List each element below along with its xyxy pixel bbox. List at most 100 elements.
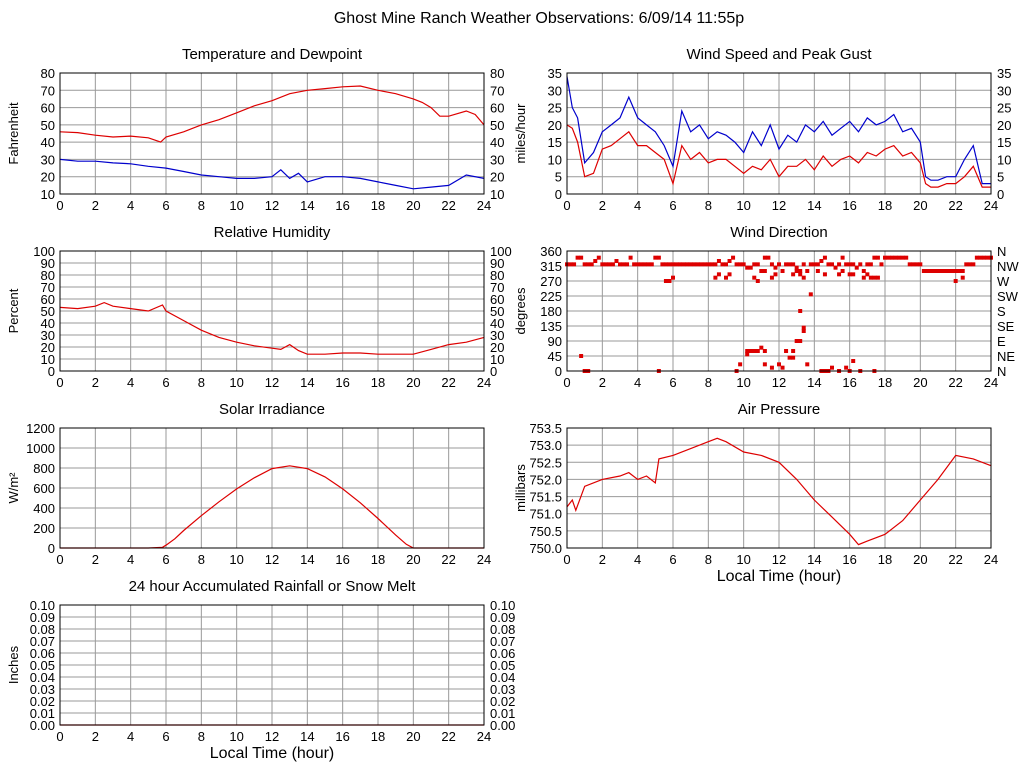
- rain-x-tick-label: 18: [371, 729, 385, 744]
- wind_dir-point: [716, 259, 721, 263]
- wind_dir-point: [589, 262, 594, 267]
- wind_dir-x-tick-label: 18: [878, 375, 892, 390]
- wind_dir-point: [939, 269, 944, 273]
- wind-x-tick-label: 22: [948, 198, 962, 213]
- solar-x-tick-label: 20: [406, 552, 420, 567]
- temp-x-tick-label: 10: [229, 198, 243, 213]
- wind_dir-point: [685, 262, 690, 267]
- wind_dir-point: [847, 272, 852, 277]
- wind_dir-point: [808, 262, 813, 267]
- wind_dir-point: [960, 275, 965, 280]
- rain-chart: 24 hour Accumulated Rainfall or Snow Mel…: [6, 578, 515, 762]
- temp-x-tick-label: 4: [127, 198, 134, 213]
- wind_dir-point: [847, 262, 852, 267]
- rain-frame: [59, 604, 485, 726]
- solar-x-tick-label: 0: [56, 552, 63, 567]
- wind_dir-point: [801, 325, 806, 330]
- wind_dir-y-tick-label: 0: [555, 364, 562, 379]
- wind_dir-point: [808, 292, 813, 297]
- wind_dir-point: [918, 262, 923, 267]
- wind_dir-point: [780, 365, 785, 370]
- rain-x-tick-label: 10: [229, 729, 243, 744]
- pressure-y-tick-label: 752.5: [529, 455, 562, 470]
- humidity-y-tick-label: 10: [41, 352, 55, 367]
- wind_dir-point: [579, 255, 584, 260]
- humidity-x-tick-label: 8: [198, 375, 205, 390]
- wind_dir-point: [957, 269, 962, 273]
- pressure-x-tick-label: 6: [669, 552, 676, 567]
- wind_dir-frame: [566, 250, 992, 372]
- rain-x-tick-label: 16: [335, 729, 349, 744]
- rain-y-right-tick-label: 0.03: [490, 682, 515, 697]
- temp-x-tick-label: 12: [265, 198, 279, 213]
- wind_dir-point: [681, 262, 686, 267]
- temp-y-right-tick-label: 30: [490, 152, 504, 167]
- rain-y-right-tick-label: 0.04: [490, 670, 515, 685]
- wind_dir-point: [815, 262, 820, 267]
- wind_dir-point: [575, 255, 580, 260]
- wind_dir-point: [950, 269, 955, 273]
- wind_dir-point: [639, 262, 644, 267]
- wind-y-right-tick-label: 10: [997, 152, 1011, 167]
- wind_dir-point: [787, 262, 792, 267]
- wind_dir-point: [872, 275, 877, 280]
- pressure-x-tick-label: 4: [634, 552, 641, 567]
- temp-x-tick-label: 24: [477, 198, 491, 213]
- temp-y-right-tick-label: 40: [490, 135, 504, 150]
- wind_dir-point: [568, 262, 573, 267]
- wind_dir-point: [695, 262, 700, 267]
- wind_dir-point: [879, 262, 884, 267]
- wind_dir-point: [791, 355, 796, 360]
- wind_dir-point: [724, 275, 728, 280]
- wind_dir-point: [713, 262, 718, 267]
- rain-y-tick-label: 0.03: [30, 682, 55, 697]
- wind_dir-point: [805, 269, 810, 273]
- wind_dir-point: [960, 269, 965, 273]
- rain-x-tick-label: 22: [441, 729, 455, 744]
- wind_dir-point: [897, 255, 902, 260]
- wind_dir-point: [861, 269, 866, 273]
- page-title: Ghost Mine Ranch Weather Observations: 6…: [334, 10, 744, 27]
- humidity-frame: [59, 250, 485, 372]
- wind_dir-point: [667, 279, 672, 283]
- wind_dir-point: [777, 262, 781, 267]
- temp-y-tick-label: 40: [41, 135, 55, 150]
- rain-x-tick-label: 6: [162, 729, 169, 744]
- wind_dir-point: [819, 259, 824, 263]
- wind_dir-point: [794, 269, 799, 273]
- wind_dir-point: [769, 262, 774, 267]
- pressure-y-tick-label: 750.5: [529, 524, 562, 539]
- wind_dir-point: [791, 272, 796, 277]
- rain-y-tick-label: 0.04: [30, 670, 55, 685]
- wind-y-right-tick-label: 0: [997, 187, 1004, 202]
- rain-y-tick-label: 0.07: [30, 634, 55, 649]
- wind_dir-point: [625, 262, 630, 267]
- rain-y-axis-label: Inches: [6, 645, 21, 684]
- wind-y-right-tick-label: 5: [997, 170, 1004, 185]
- wind_dir-point: [985, 255, 990, 260]
- rain-y-right-tick-label: 0.05: [490, 658, 515, 673]
- pressure-x-tick-label: 8: [705, 552, 712, 567]
- solar-frame: [59, 427, 485, 549]
- wind_dir-y-tick-label: 45: [548, 349, 562, 364]
- wind-y-axis-label: miles/hour: [513, 103, 528, 164]
- wind_dir-point: [981, 255, 986, 260]
- wind_dir-point: [784, 262, 789, 267]
- wind_dir-point: [759, 345, 764, 350]
- wind_dir-y-right-tick-label: NE: [997, 349, 1015, 364]
- wind_dir-point: [865, 262, 870, 267]
- solar-y-tick-label: 1000: [26, 441, 55, 456]
- wind_dir-y-tick-label: 315: [540, 259, 562, 274]
- wind_dir-point: [773, 265, 778, 270]
- wind_dir-x-tick-label: 20: [913, 375, 927, 390]
- wind_dir-point: [752, 262, 757, 267]
- wind_dir-point: [724, 262, 728, 267]
- wind_dir-point: [886, 255, 891, 260]
- wind_dir-point: [706, 262, 711, 267]
- wind-x-tick-label: 6: [669, 198, 676, 213]
- temp-y-axis-label: Fahrenheit: [6, 102, 21, 165]
- solar-x-tick-label: 2: [92, 552, 99, 567]
- wind_dir-point: [921, 269, 926, 273]
- solar-series-red: [60, 465, 484, 549]
